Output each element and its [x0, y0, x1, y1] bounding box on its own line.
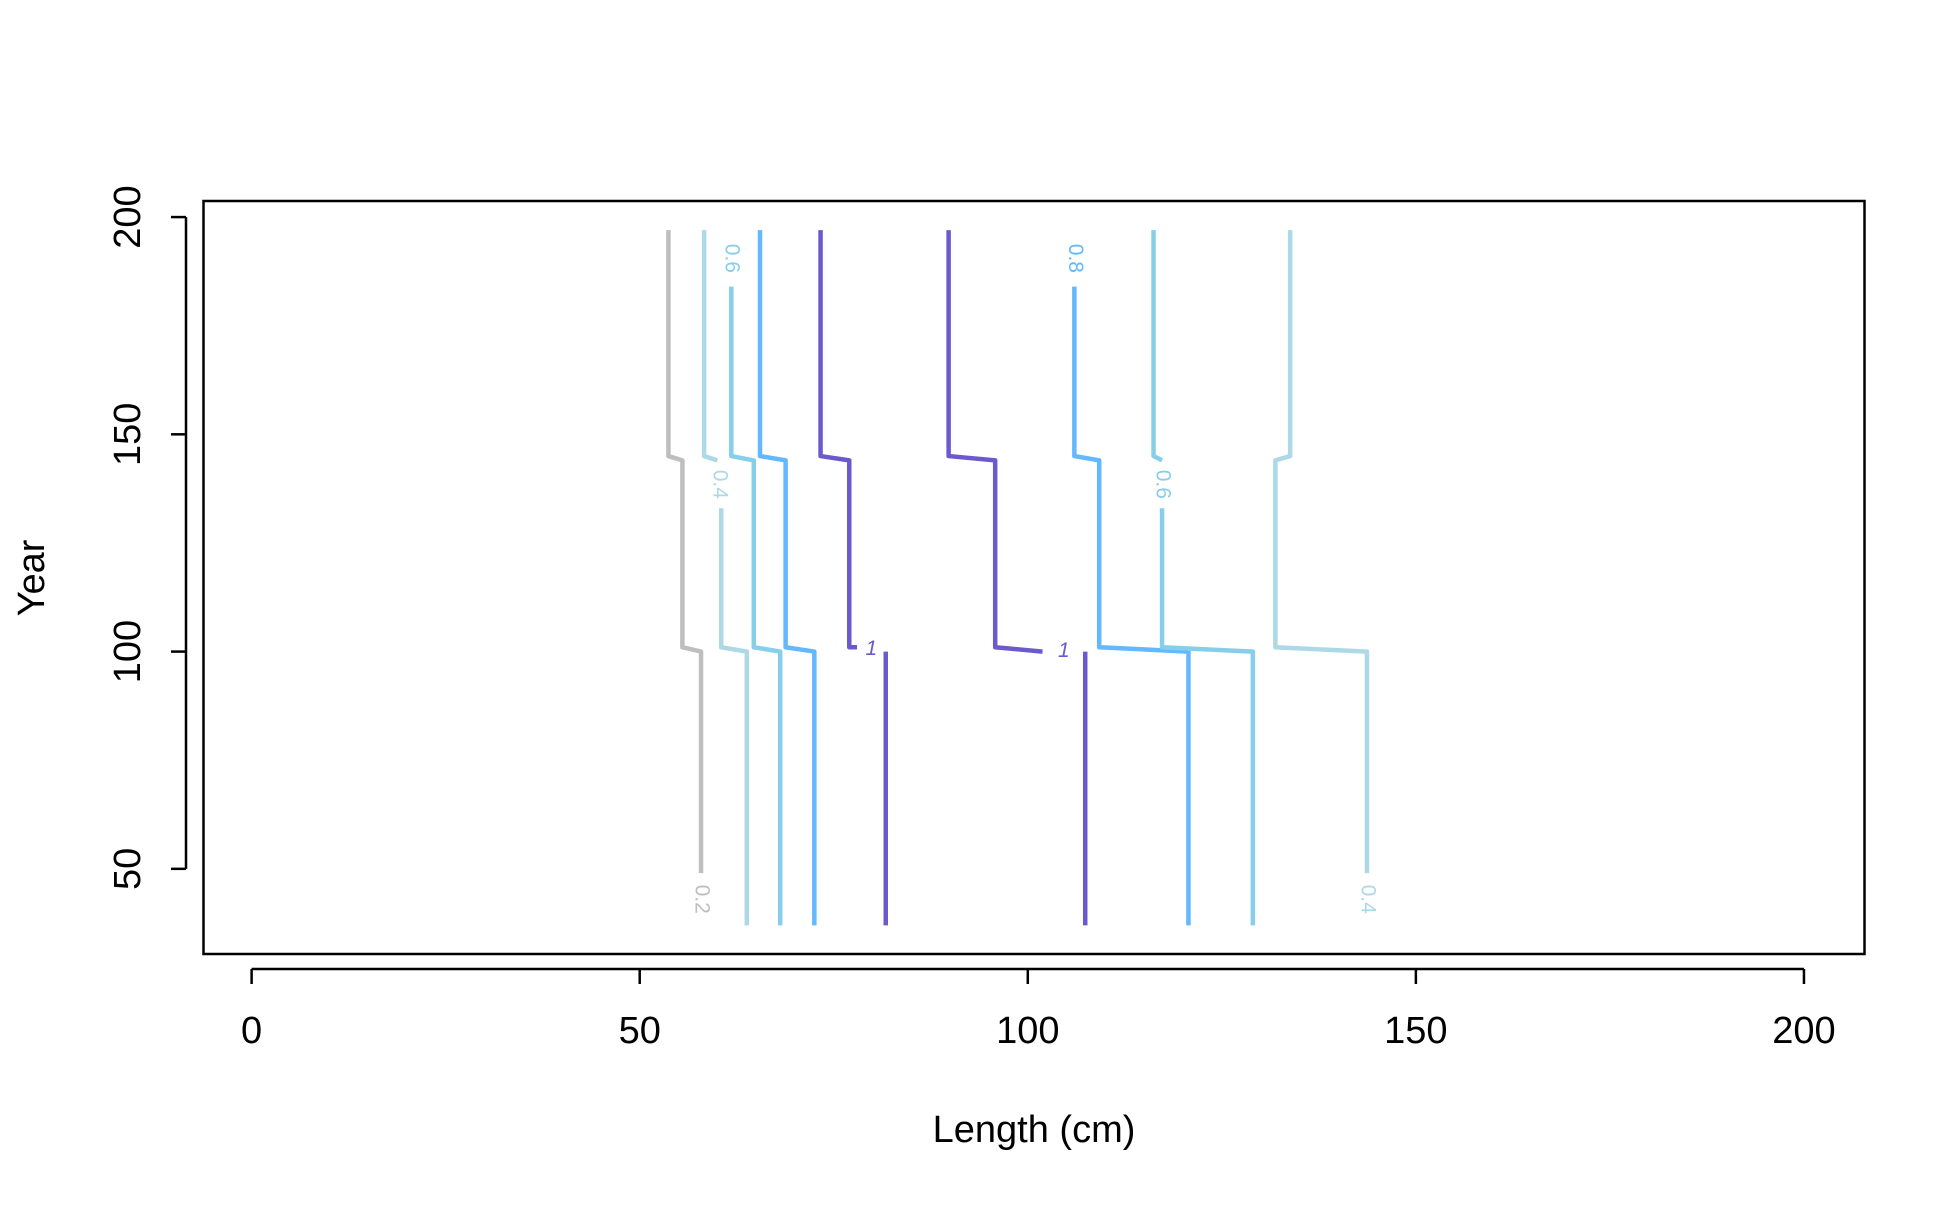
x-tick-label: 100 — [996, 1010, 1059, 1052]
y-tick-label: 200 — [107, 185, 149, 248]
contour-line — [1273, 230, 1370, 874]
contour-label: 0.4 — [709, 470, 732, 500]
x-tick-label: 50 — [619, 1010, 661, 1052]
contour-line — [946, 230, 1088, 926]
x-tick-label: 0 — [241, 1010, 262, 1052]
x-tick-label: 200 — [1772, 1010, 1835, 1052]
contour-label: 0.2 — [690, 885, 713, 914]
y-tick-label: 50 — [107, 848, 149, 890]
contour-label: 0.6 — [1152, 470, 1175, 499]
contour-label: 1 — [866, 637, 878, 660]
contour-line — [1151, 230, 1256, 926]
contour-label: 0.4 — [1356, 885, 1379, 915]
y-axis-label: Year — [11, 539, 53, 616]
contour-line — [757, 230, 817, 926]
x-axis-label: Length (cm) — [933, 1109, 1136, 1151]
x-tick-label: 150 — [1384, 1010, 1447, 1052]
y-tick-label: 150 — [107, 403, 149, 466]
contour-label: 0.6 — [721, 244, 744, 273]
contour-line — [818, 230, 889, 926]
contour-line — [666, 230, 704, 874]
plot-frame — [202, 199, 1866, 956]
contour-label: 1 — [1058, 639, 1070, 662]
y-tick-label: 100 — [107, 620, 149, 683]
contour-line — [1072, 286, 1191, 926]
contour-line — [729, 286, 783, 926]
contour-label: 0.8 — [1064, 244, 1087, 273]
contour-line — [701, 230, 750, 926]
